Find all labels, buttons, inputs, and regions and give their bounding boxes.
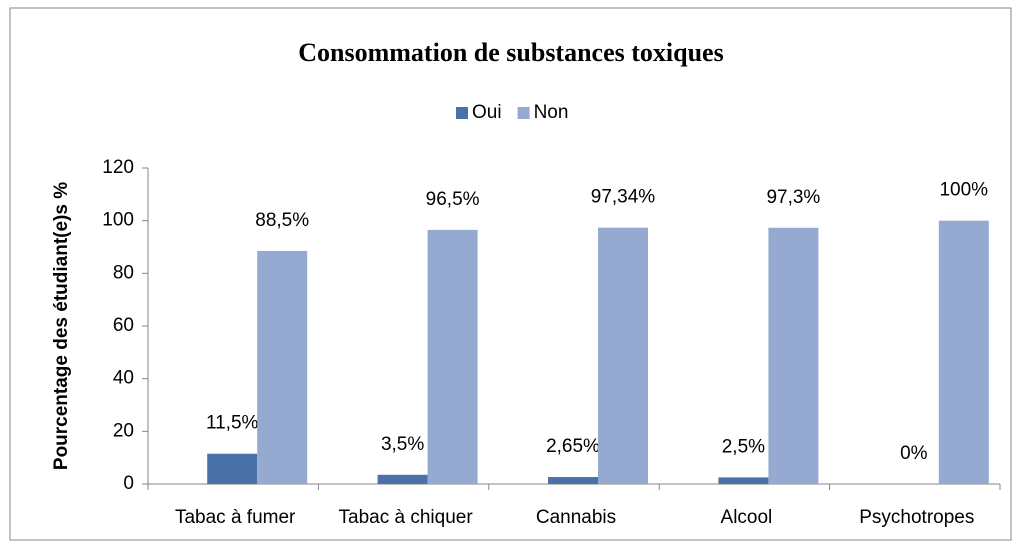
value-label: 2,5%	[722, 436, 765, 457]
value-label: 3,5%	[381, 434, 424, 455]
value-label: 96,5%	[426, 189, 480, 210]
x-tick-label: Alcool	[721, 507, 773, 528]
value-label: 2,65%	[546, 436, 600, 457]
x-tick-label: Tabac à fumer	[175, 507, 296, 528]
bar	[427, 229, 478, 484]
value-label: 11,5%	[206, 413, 259, 434]
value-label: 97,34%	[591, 187, 656, 208]
legend-label: Non	[534, 102, 569, 123]
bar	[377, 474, 428, 484]
y-tick-label: 120	[102, 157, 134, 178]
bar	[718, 477, 769, 484]
y-tick-label: 40	[113, 368, 134, 389]
y-axis-label: Pourcentage des étudiant(e)s %	[51, 182, 72, 470]
bar	[938, 220, 989, 484]
y-tick-label: 60	[113, 315, 134, 336]
y-tick-label: 20	[113, 420, 134, 441]
y-tick-label: 0	[123, 473, 134, 494]
legend-swatch	[517, 107, 530, 119]
x-tick-label: Cannabis	[536, 507, 616, 528]
bar	[768, 227, 819, 484]
x-tick-label: Psychotropes	[859, 507, 974, 528]
chart-title: Consommation de substances toxiques	[298, 38, 723, 67]
bar	[598, 227, 648, 484]
y-tick-label: 80	[113, 262, 134, 283]
legend-swatch	[456, 107, 468, 119]
value-label: 88,5%	[255, 210, 309, 231]
y-tick-label: 100	[102, 210, 134, 231]
legend-label: Oui	[472, 102, 502, 123]
bar	[207, 453, 258, 484]
value-label: 97,3%	[766, 187, 820, 208]
bar	[257, 250, 308, 484]
value-label: 100%	[939, 180, 988, 201]
chart-frame	[9, 7, 1012, 541]
x-tick-label: Tabac à chiquer	[339, 507, 474, 528]
bar	[548, 477, 598, 484]
value-label: 0%	[900, 443, 928, 464]
